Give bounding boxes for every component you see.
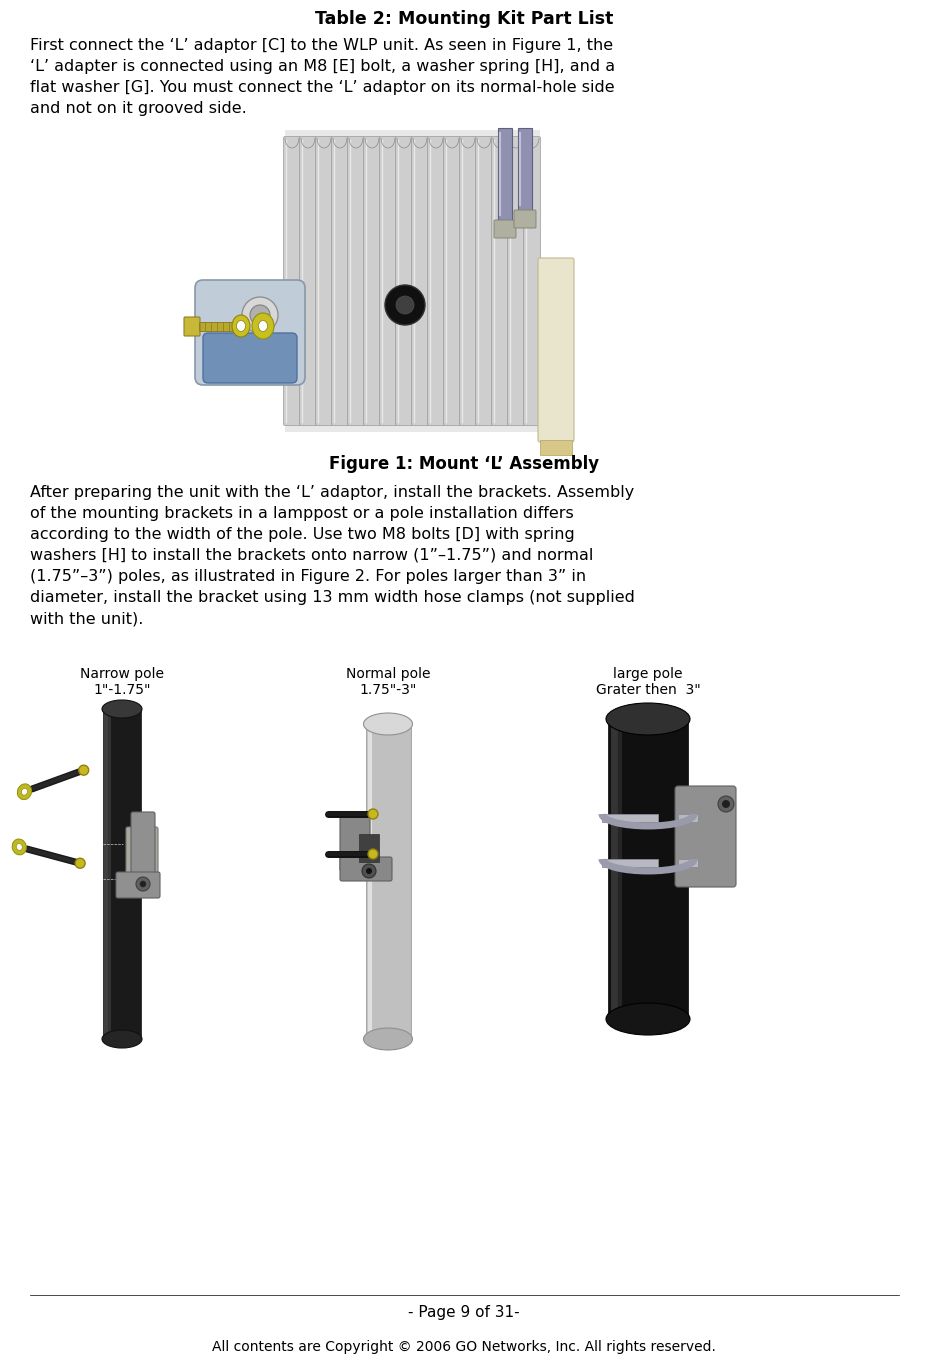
Bar [677, 815, 697, 821]
Bar [601, 815, 657, 821]
Ellipse shape [251, 314, 274, 340]
Text: and not on it grooved side.: and not on it grooved side. [30, 101, 247, 116]
FancyBboxPatch shape [340, 857, 392, 882]
Text: Figure 1: Mount ‘L’ Assembly: Figure 1: Mount ‘L’ Assembly [329, 455, 599, 474]
Circle shape [367, 809, 378, 819]
Circle shape [250, 305, 270, 324]
Bar [518, 127, 532, 214]
FancyBboxPatch shape [126, 827, 158, 891]
FancyBboxPatch shape [494, 220, 515, 238]
Bar [358, 834, 379, 862]
Text: 1.75"-3": 1.75"-3" [359, 683, 417, 697]
Text: First connect the ‘L’ adaptor [C] to the WLP unit. As seen in Figure 1, the: First connect the ‘L’ adaptor [C] to the… [30, 38, 612, 53]
FancyBboxPatch shape [459, 137, 476, 426]
Circle shape [241, 297, 277, 333]
Text: large pole: large pole [612, 667, 682, 680]
Ellipse shape [605, 1003, 690, 1035]
Ellipse shape [21, 789, 28, 795]
Ellipse shape [16, 843, 22, 850]
Ellipse shape [232, 315, 250, 337]
Text: Table 2: Mounting Kit Part List: Table 2: Mounting Kit Part List [315, 10, 612, 27]
Circle shape [366, 868, 371, 873]
FancyBboxPatch shape [116, 872, 160, 898]
Text: Narrow pole: Narrow pole [80, 667, 164, 680]
Text: flat washer [G]. You must connect the ‘L’ adaptor on its normal-hole side: flat washer [G]. You must connect the ‘L… [30, 79, 614, 94]
Circle shape [362, 864, 376, 878]
Text: washers [H] to install the brackets onto narrow (1”–1.75”) and normal: washers [H] to install the brackets onto… [30, 548, 593, 563]
FancyBboxPatch shape [675, 786, 735, 887]
FancyBboxPatch shape [299, 137, 316, 426]
Text: according to the width of the pole. Use two M8 bolts [D] with spring: according to the width of the pole. Use … [30, 527, 574, 542]
Bar [103, 709, 141, 1039]
FancyBboxPatch shape [411, 137, 428, 426]
Ellipse shape [363, 1028, 412, 1050]
FancyBboxPatch shape [491, 137, 508, 426]
Ellipse shape [363, 713, 412, 735]
Bar [539, 439, 572, 455]
Circle shape [79, 765, 88, 775]
Circle shape [75, 858, 85, 868]
Circle shape [395, 296, 414, 314]
FancyBboxPatch shape [316, 137, 332, 426]
FancyBboxPatch shape [283, 137, 300, 426]
FancyBboxPatch shape [195, 281, 304, 385]
Text: Normal pole: Normal pole [345, 667, 430, 680]
Bar [366, 724, 410, 1039]
Ellipse shape [258, 320, 267, 331]
Circle shape [721, 799, 729, 808]
FancyBboxPatch shape [395, 137, 412, 426]
Text: - Page 9 of 31-: - Page 9 of 31- [407, 1305, 520, 1320]
Bar [197, 322, 235, 331]
FancyBboxPatch shape [331, 137, 348, 426]
FancyBboxPatch shape [507, 137, 524, 426]
FancyBboxPatch shape [363, 137, 380, 426]
Text: ‘L’ adapter is connected using an M8 [E] bolt, a washer spring [H], and a: ‘L’ adapter is connected using an M8 [E]… [30, 59, 614, 74]
FancyBboxPatch shape [513, 209, 535, 229]
Bar [497, 127, 511, 223]
Text: of the mounting brackets in a lamppost or a pole installation differs: of the mounting brackets in a lamppost o… [30, 507, 574, 522]
FancyBboxPatch shape [537, 257, 574, 442]
Ellipse shape [102, 700, 142, 717]
FancyBboxPatch shape [380, 137, 396, 426]
Circle shape [367, 849, 378, 858]
Circle shape [384, 285, 424, 324]
FancyBboxPatch shape [347, 137, 364, 426]
FancyBboxPatch shape [523, 137, 540, 426]
Bar [601, 858, 657, 867]
FancyBboxPatch shape [340, 817, 369, 871]
Text: diameter, install the bracket using 13 mm width hose clamps (not supplied: diameter, install the bracket using 13 m… [30, 590, 634, 605]
FancyBboxPatch shape [131, 812, 155, 891]
Ellipse shape [102, 1029, 142, 1049]
Text: with the unit).: with the unit). [30, 611, 143, 626]
Circle shape [135, 878, 149, 891]
Text: 1"-1.75": 1"-1.75" [93, 683, 150, 697]
FancyBboxPatch shape [475, 137, 492, 426]
Bar [607, 719, 688, 1019]
Ellipse shape [12, 839, 26, 854]
Text: After preparing the unit with the ‘L’ adaptor, install the brackets. Assembly: After preparing the unit with the ‘L’ ad… [30, 485, 634, 500]
FancyBboxPatch shape [427, 137, 444, 426]
Ellipse shape [605, 704, 690, 735]
Circle shape [717, 795, 733, 812]
Circle shape [140, 882, 146, 887]
Bar [285, 130, 539, 433]
Text: All contents are Copyright © 2006 GO Networks, Inc. All rights reserved.: All contents are Copyright © 2006 GO Net… [212, 1340, 715, 1354]
Bar [677, 858, 697, 867]
Text: Grater then  3": Grater then 3" [595, 683, 700, 697]
FancyBboxPatch shape [443, 137, 460, 426]
Ellipse shape [18, 784, 32, 799]
FancyBboxPatch shape [203, 333, 297, 383]
FancyBboxPatch shape [184, 318, 200, 335]
Ellipse shape [237, 320, 245, 331]
Text: (1.75”–3”) poles, as illustrated in Figure 2. For poles larger than 3” in: (1.75”–3”) poles, as illustrated in Figu… [30, 570, 586, 585]
